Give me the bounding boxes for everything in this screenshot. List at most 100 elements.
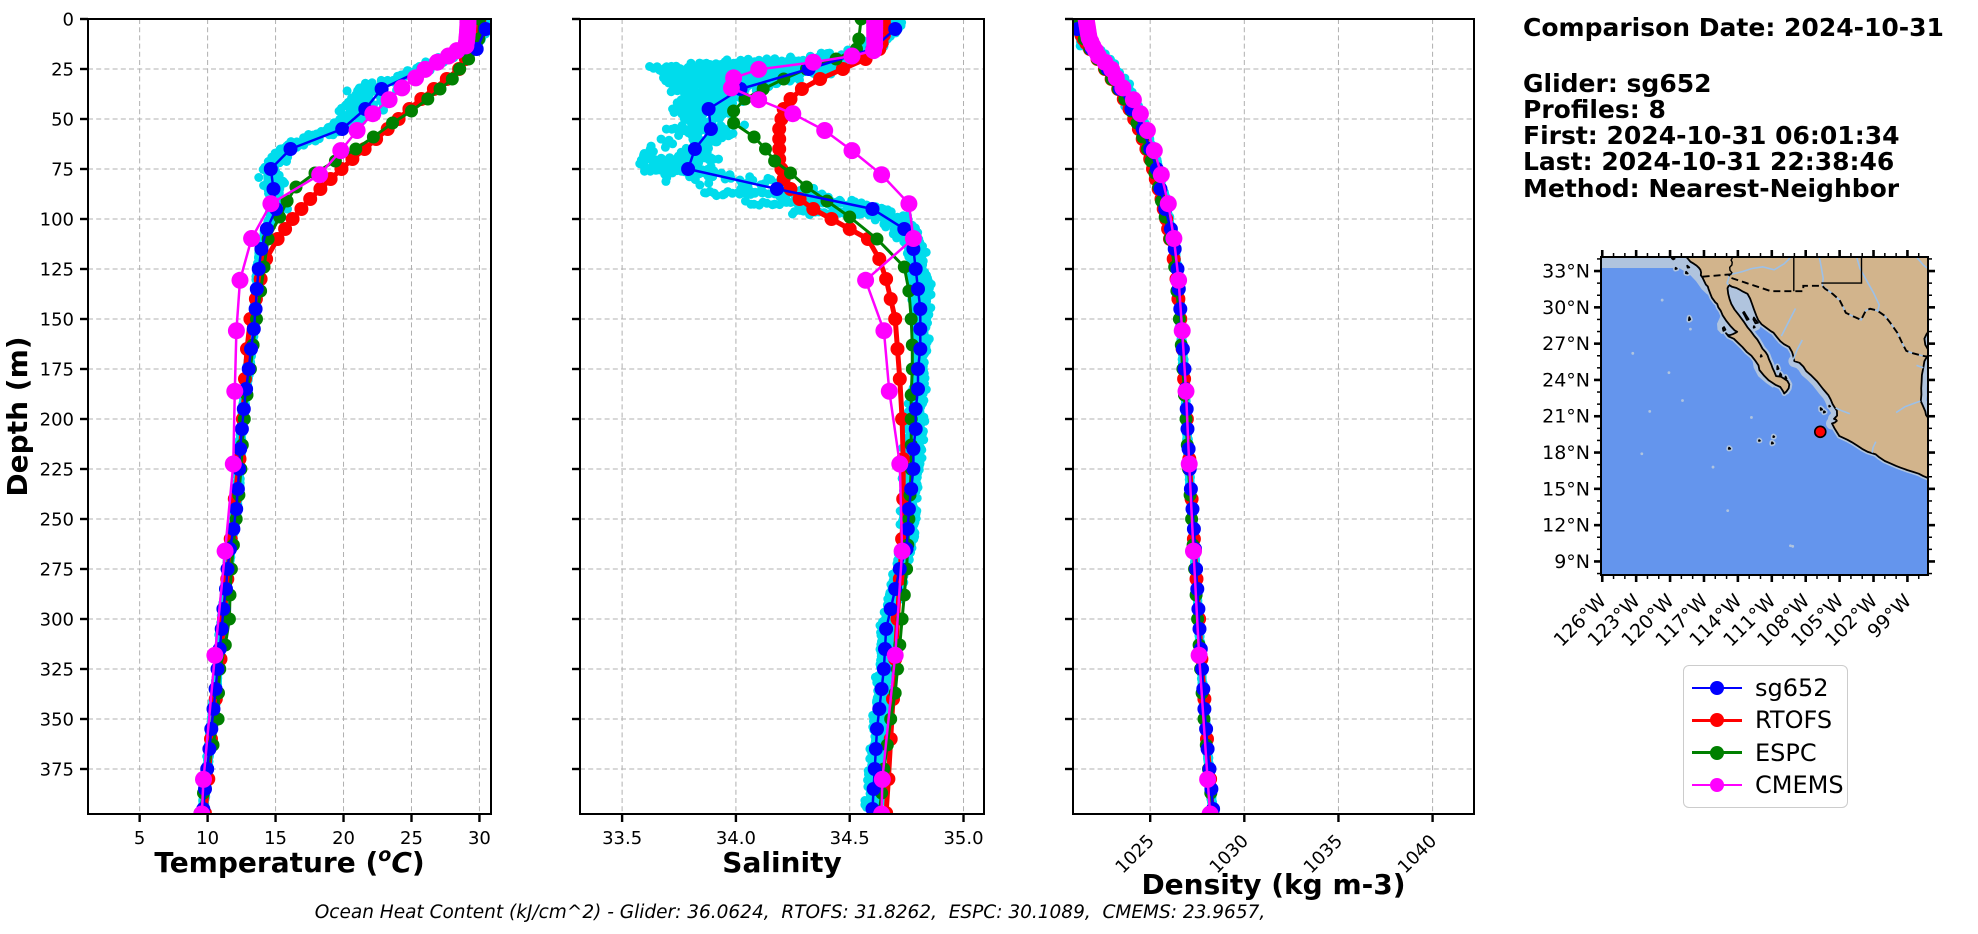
- salinity-xlabel: Salinity: [722, 846, 841, 879]
- density-grid: [1073, 19, 1474, 814]
- map-lat-tick-label: 33°N: [1542, 261, 1590, 283]
- depth-tick-label: 375: [40, 760, 74, 781]
- depth-tick-label: 125: [40, 260, 74, 281]
- depth-tick-label: 250: [40, 510, 74, 531]
- temperature-chart: 5 10 15 20 25 300 25 50 75 100 125 150 175 200 225 250 2…: [1, 10, 492, 879]
- map-island: [1727, 446, 1732, 450]
- salinity-x-tick-label: 34.0: [716, 828, 756, 849]
- map-river: [1726, 274, 1731, 286]
- legend-swatch-ESPC: [1692, 743, 1742, 763]
- density-xlabel: Density (kg m-3): [1141, 868, 1405, 901]
- legend-label-CMEMS: CMEMS: [1755, 770, 1844, 799]
- legend-marker-sg652: [1710, 681, 1724, 696]
- info-line-1: Glider: sg652: [1523, 69, 1712, 98]
- salinity-plot-frame: [579, 18, 985, 815]
- legend-label-RTOFS: RTOFS: [1755, 706, 1833, 735]
- map-river: [1835, 407, 1851, 415]
- location-map: 33°N30°N27°N24°N21°N18°N15°N12°N9°N126°W…: [1542, 250, 1935, 651]
- info-line-4: Last: 2024-10-31 22:38:46: [1523, 147, 1895, 176]
- legend-item-sg652: sg652: [1692, 674, 1839, 702]
- legend-item-RTOFS: RTOFS: [1692, 706, 1839, 734]
- map-island: [1670, 257, 1676, 261]
- depth-tick-label: 200: [40, 410, 74, 431]
- map-island: [1759, 354, 1763, 358]
- temperature-plot-frame: [87, 18, 492, 815]
- map-lat-tick-label: 18°N: [1542, 442, 1590, 464]
- map-island: [1770, 441, 1774, 445]
- legend-swatch-sg652: [1692, 678, 1742, 698]
- depth-tick-label: 25: [51, 60, 74, 81]
- temperature-xlabel: Temperature (oC): [154, 844, 424, 879]
- map-island: [1752, 325, 1756, 329]
- temperature-x-tick-label: 5: [134, 828, 145, 849]
- map-island: [1742, 310, 1750, 321]
- legend-item-ESPC: ESPC: [1692, 739, 1839, 767]
- legend-marker-ESPC: [1710, 745, 1724, 760]
- salinity-x-tick-label: 34.5: [830, 828, 870, 849]
- map-island: [1685, 270, 1689, 275]
- map-island: [1721, 326, 1727, 332]
- map-island: [1686, 264, 1691, 269]
- density-series-CMEMS: [1077, 19, 1219, 814]
- map-island: [1828, 404, 1831, 408]
- map-island: [1758, 439, 1761, 442]
- map-lat-tick-label: 9°N: [1554, 551, 1590, 573]
- legend-marker-CMEMS: [1710, 777, 1724, 792]
- map-island: [1819, 407, 1824, 411]
- map-island: [1688, 316, 1692, 322]
- map-lat-tick-label: 27°N: [1542, 333, 1590, 355]
- salinity-x-tick-label: 33.5: [602, 828, 642, 849]
- depth-tick-label: 225: [40, 460, 74, 481]
- map-river: [1792, 339, 1804, 360]
- legend-item-CMEMS: CMEMS: [1692, 771, 1844, 799]
- temperature-x-tick-label: 15: [264, 828, 287, 849]
- map-state-border: [1821, 257, 1863, 284]
- info-line-3: First: 2024-10-31 06:01:34: [1523, 121, 1900, 150]
- map-river: [1780, 308, 1797, 337]
- map-island: [1784, 375, 1788, 380]
- map-state-border: [1728, 257, 1734, 276]
- map-river: [1916, 364, 1924, 369]
- map-river: [1915, 257, 1928, 270]
- map-island: [1778, 372, 1783, 377]
- temperature-series-CMEMS: [193, 19, 477, 814]
- depth-tick-label: 150: [40, 310, 74, 331]
- temperature-x-tick-label: 10: [196, 828, 219, 849]
- temperature-ticks: 5 10 15 20 25 300 25 50 75 100 125 150 175 200 225 250 2…: [40, 10, 491, 850]
- temperature-x-tick-label: 20: [332, 828, 355, 849]
- density-plot-frame: [1072, 18, 1475, 815]
- depth-tick-label: 325: [40, 660, 74, 681]
- salinity-x-tick-label: 35.0: [943, 828, 983, 849]
- info-line-2: Profiles: 8: [1523, 95, 1666, 124]
- map-lat-tick-label: 12°N: [1542, 515, 1590, 537]
- salinity-chart: 33.5 34.0 34.5 35.0 Salinity: [572, 17, 985, 879]
- map-river: [1855, 257, 1881, 311]
- map-land-mainland: [1685, 257, 1928, 479]
- map-lat-tick-label: 21°N: [1542, 406, 1590, 428]
- info-line-5: Method: Nearest-Neighbor: [1523, 174, 1900, 203]
- legend-label-sg652: sg652: [1755, 674, 1829, 703]
- map-island: [1822, 410, 1826, 414]
- depth-tick-label: 300: [40, 610, 74, 631]
- legend-swatch-CMEMS: [1692, 775, 1742, 795]
- legend-label-ESPC: ESPC: [1755, 738, 1817, 767]
- figure-caption: Ocean Heat Content (kJ/cm^2) - Glider: 3…: [314, 902, 1266, 923]
- depth-tick-label: 175: [40, 360, 74, 381]
- map-river: [1818, 257, 1825, 286]
- depth-tick-label: 350: [40, 710, 74, 731]
- legend: sg652 RTOFS ESPC CMEMS: [1683, 665, 1848, 808]
- temperature-x-tick-label: 25: [400, 828, 423, 849]
- temperature-ylabel: Depth (m): [1, 336, 34, 496]
- depth-tick-label: 50: [51, 110, 74, 131]
- depth-tick-label: 100: [40, 210, 74, 231]
- map-ocean-specks: [1631, 298, 1795, 548]
- map-us-mexico-border: [1702, 273, 1928, 358]
- depth-tick-label: 275: [40, 560, 74, 581]
- legend-marker-RTOFS: [1710, 713, 1724, 728]
- salinity-series-CMEMS: [722, 19, 922, 814]
- depth-tick-label: 75: [51, 160, 74, 181]
- map-river: [1895, 400, 1921, 414]
